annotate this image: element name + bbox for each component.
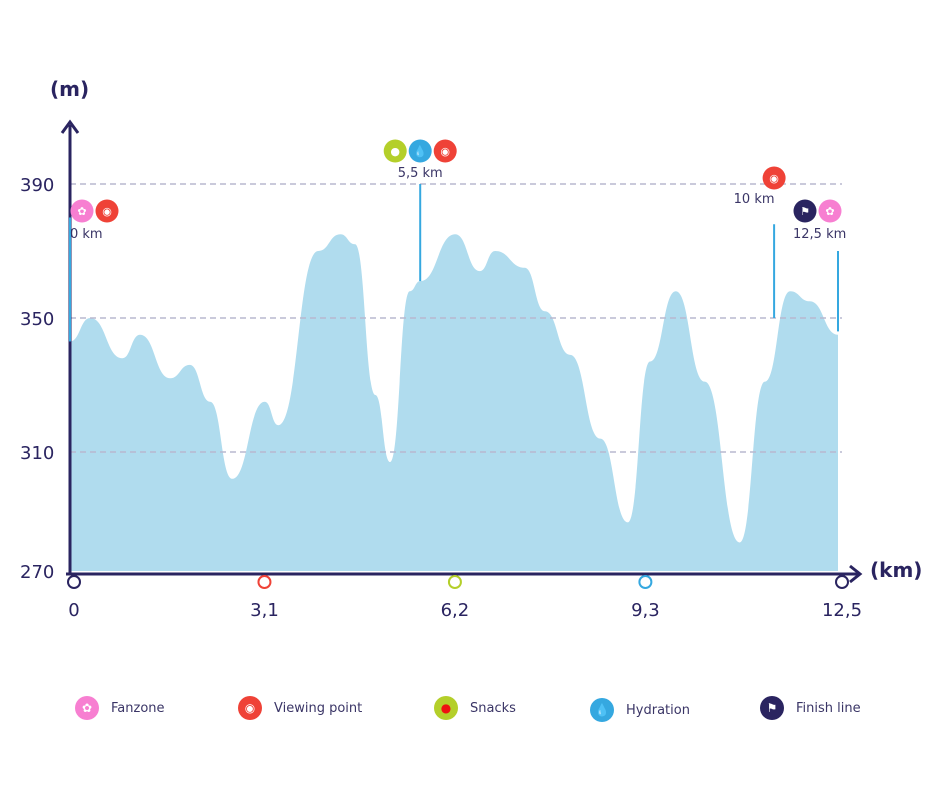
finish-icon (793, 199, 817, 223)
viewing-icon (433, 139, 457, 163)
legend-finish-line: ⚑ Finish line (760, 696, 861, 720)
legend-label: Snacks (470, 700, 516, 716)
fanzone-icon-glyph: ✿ (825, 205, 834, 218)
finish-icon-glyph: ⚑ (800, 205, 810, 218)
snacks-icon (383, 139, 407, 163)
x-axis-label: (km) (870, 558, 922, 582)
hydration-icon-glyph: 💧 (413, 145, 427, 158)
y-tick-label: 350 (20, 309, 54, 330)
x-tick-label: 9,3 (631, 600, 660, 621)
marker-label: 0 km (70, 227, 103, 242)
fanzone-icon-glyph: ✿ (77, 205, 86, 218)
fanzone-icon (70, 199, 94, 223)
x-tick-label: 3,1 (250, 600, 279, 621)
fanzone-icon: ✿ (75, 696, 99, 720)
y-tick-label: 310 (20, 443, 54, 464)
y-axis-label: (m) (50, 77, 89, 101)
marker-label: 5,5 km (398, 166, 443, 181)
y-tick-label: 390 (20, 175, 54, 196)
hydration-icon (408, 139, 432, 163)
marker-label: 10 km (734, 192, 775, 207)
viewing-icon-glyph: ◉ (769, 172, 779, 185)
marker-label: 12,5 km (793, 227, 846, 242)
chart-svg: (m) (km) 270 310 350 390 0 3,1 6,2 9,3 12,5 ✿ ◉ 0 km ●… (20, 77, 922, 621)
km-marker-circle (638, 575, 653, 589)
elevation-area (70, 234, 838, 571)
legend: ✿ Fanzone ◉ Viewing point ● Snacks 💧 Hydrati… (0, 696, 940, 726)
km-marker-circle (67, 575, 81, 589)
legend-label: Hydration (626, 702, 690, 718)
x-tick-label: 6,2 (441, 600, 470, 621)
y-axis-arrow (60, 119, 80, 134)
legend-label: Finish line (796, 700, 861, 716)
legend-viewing-point: ◉ Viewing point (238, 696, 362, 720)
legend-snacks: ● Snacks (434, 696, 516, 720)
fanzone-icon (818, 199, 842, 223)
eye-icon: ◉ (238, 696, 262, 720)
apple-icon: ● (434, 696, 458, 720)
y-tick-label: 270 (20, 562, 54, 583)
km-marker-circle (257, 575, 272, 589)
checkered-flag-icon: ⚑ (760, 696, 784, 720)
x-axis-arrow (849, 564, 863, 584)
legend-label: Fanzone (111, 700, 165, 716)
legend-label: Viewing point (274, 700, 363, 716)
km-marker-circle (447, 575, 462, 589)
snacks-icon-glyph: ● (390, 145, 400, 158)
viewing-icon (762, 166, 786, 190)
viewing-icon-glyph: ◉ (102, 205, 112, 218)
water-drop-icon: 💧 (590, 698, 614, 722)
legend-hydration: 💧 Hydration (590, 698, 690, 722)
x-tick-label: 0 (68, 600, 79, 621)
viewing-icon (95, 199, 119, 223)
x-tick-label: 12,5 (822, 600, 862, 621)
legend-fanzone: ✿ Fanzone (75, 696, 165, 720)
viewing-icon-glyph: ◉ (440, 145, 450, 158)
km-marker-circle (835, 575, 849, 589)
